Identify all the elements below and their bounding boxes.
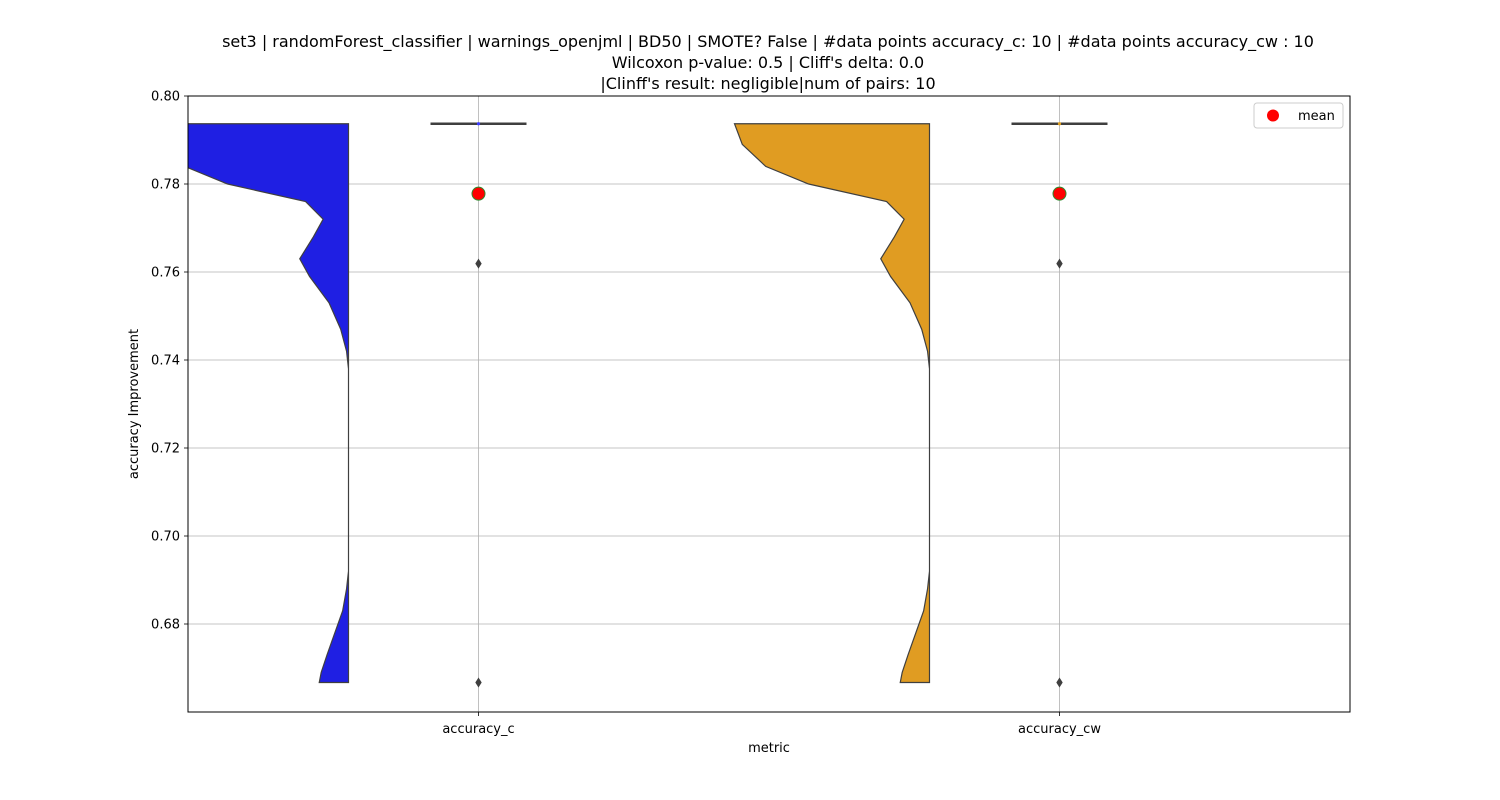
- outlier-accuracy_cw: [1056, 258, 1063, 269]
- grid-layer: [188, 96, 1350, 712]
- legend-mean-marker: [1267, 109, 1279, 122]
- box-layer: [430, 122, 1108, 126]
- chart-title-line-2: Wilcoxon p-value: 0.5 | Cliff's delta: 0…: [612, 53, 924, 72]
- outlier-accuracy_c: [475, 258, 482, 269]
- violin-accuracy_cw: [733, 123, 931, 684]
- median-accuracy_cw: [1057, 122, 1062, 126]
- outlier-accuracy_cw: [1056, 677, 1063, 688]
- y-axis-label: accuracy Improvement: [127, 329, 142, 479]
- violin-accuracy_c: [188, 123, 350, 684]
- violin-layer: [188, 123, 931, 684]
- chart-title-line-3: |Clinff's result: negligible|num of pair…: [600, 74, 935, 93]
- marker-layer: [471, 186, 1067, 688]
- legend-frame: [1253, 102, 1344, 129]
- x-axis: accuracy_c accuracy_cw: [442, 712, 1101, 737]
- x-axis-label: metric: [748, 741, 790, 756]
- legend-mean-label: mean: [1298, 109, 1335, 124]
- y-tick-label: 0.70: [151, 530, 180, 545]
- x-tick-label: accuracy_cw: [1018, 722, 1101, 737]
- y-axis: 0.68 0.70 0.72 0.74 0.76 0.78 0.80: [151, 90, 188, 633]
- y-tick-label: 0.72: [151, 442, 180, 457]
- y-tick-label: 0.68: [151, 618, 180, 633]
- y-tick-label: 0.78: [151, 178, 180, 193]
- y-tick-label: 0.76: [151, 266, 180, 281]
- x-tick-label: accuracy_c: [442, 722, 514, 737]
- mean-marker-accuracy_c: [471, 186, 486, 201]
- y-tick-label: 0.80: [151, 90, 180, 105]
- mean-marker-accuracy_cw: [1052, 186, 1067, 201]
- outlier-accuracy_c: [475, 677, 482, 688]
- y-tick-label: 0.74: [151, 354, 180, 369]
- median-accuracy_c: [476, 122, 481, 126]
- legend: mean: [1253, 102, 1344, 129]
- chart-title-line-1: set3 | randomForest_classifier | warning…: [222, 32, 1314, 52]
- plot-area-frame: [187, 95, 1351, 713]
